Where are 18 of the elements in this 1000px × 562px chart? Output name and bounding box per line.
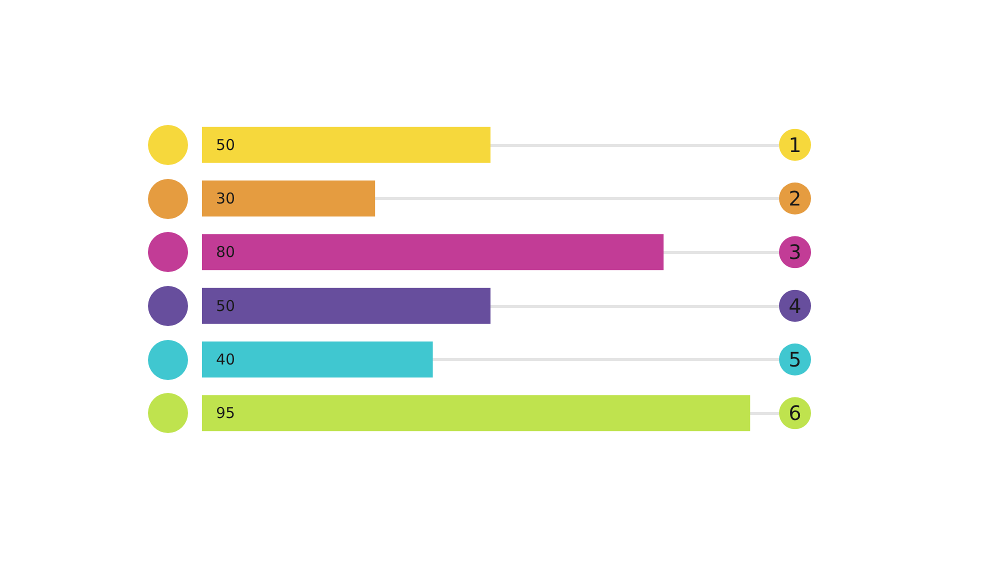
y-tick-label: 2 bbox=[788, 186, 802, 210]
data-label: 40 bbox=[216, 350, 236, 368]
bar bbox=[202, 234, 664, 270]
bar bbox=[202, 126, 490, 163]
data-label: 30 bbox=[216, 190, 236, 208]
y-tick-label: 1 bbox=[788, 132, 802, 157]
bar bbox=[202, 342, 433, 378]
bar bbox=[202, 288, 490, 324]
bar bbox=[202, 180, 376, 216]
y-tick-label: 3 bbox=[788, 240, 802, 264]
data-label: 50 bbox=[216, 296, 236, 315]
y-tick-label: 4 bbox=[788, 294, 802, 318]
data-label: 95 bbox=[216, 404, 236, 422]
y-tick-label: 6 bbox=[788, 401, 802, 426]
bar bbox=[202, 395, 750, 432]
data-label: 80 bbox=[216, 243, 236, 262]
y-tick-label: 5 bbox=[788, 348, 802, 372]
data-label: 50 bbox=[216, 136, 236, 154]
